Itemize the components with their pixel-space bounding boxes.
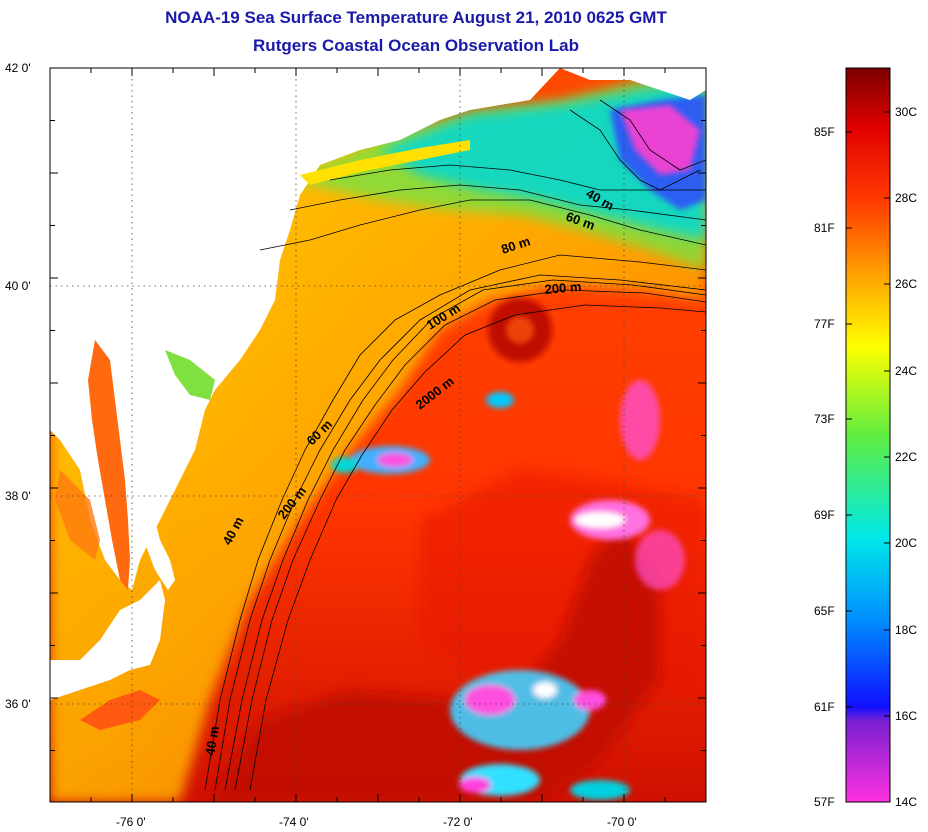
pamlico-sound [80, 690, 160, 730]
lat-label-38: 38 0' [5, 489, 31, 503]
cb-f-73: 73F [814, 412, 835, 426]
lon-label-72: -72 0' [443, 815, 473, 829]
cb-f-81: 81F [814, 221, 835, 235]
land-cape-cod [560, 68, 706, 100]
cb-f-77: 77F [814, 317, 835, 331]
cb-f-57: 57F [814, 795, 835, 809]
cb-f-65: 65F [814, 604, 835, 618]
bathymetry-contours [204, 99, 706, 791]
land-delmarva [125, 440, 175, 590]
lon-label-70: -70 0' [607, 815, 637, 829]
axis-ticks [49, 67, 707, 802]
cb-c-24: 24C [895, 364, 917, 378]
cb-c-14: 14C [895, 795, 917, 809]
colorbar [845, 67, 891, 803]
lat-label-36: 36 0' [5, 697, 31, 711]
cloud-patch-north [620, 105, 700, 175]
colorbar-ticks [846, 111, 890, 803]
map-subtitle: Rutgers Coastal Ocean Observation Lab [253, 36, 579, 55]
long-island [300, 140, 470, 185]
depth-label-40m-south: 40 m [202, 725, 222, 757]
cb-f-69: 69F [814, 508, 835, 522]
cb-c-28: 28C [895, 191, 917, 205]
cloud-patches [331, 380, 685, 800]
depth-label-200m-north: 200 m [544, 279, 582, 297]
lat-label-40: 40 0' [5, 279, 31, 293]
land-south [50, 580, 165, 700]
land-mainland [50, 68, 560, 590]
cb-c-16: 16C [895, 709, 917, 723]
cb-c-22: 22C [895, 450, 917, 464]
cb-c-20: 20C [895, 536, 917, 550]
lat-label-42: 42 0' [5, 61, 31, 75]
lon-label-76: -76 0' [116, 815, 146, 829]
cb-f-85: 85F [814, 125, 835, 139]
map-title: NOAA-19 Sea Surface Temperature August 2… [165, 8, 667, 27]
graticule [50, 68, 706, 802]
chesapeake-bay [88, 340, 130, 590]
cb-c-26: 26C [895, 277, 917, 291]
cb-f-61: 61F [814, 700, 835, 714]
cb-c-18: 18C [895, 623, 917, 637]
delaware-bay [165, 350, 215, 400]
cb-c-30: 30C [895, 105, 917, 119]
lon-label-74: -74 0' [279, 815, 309, 829]
